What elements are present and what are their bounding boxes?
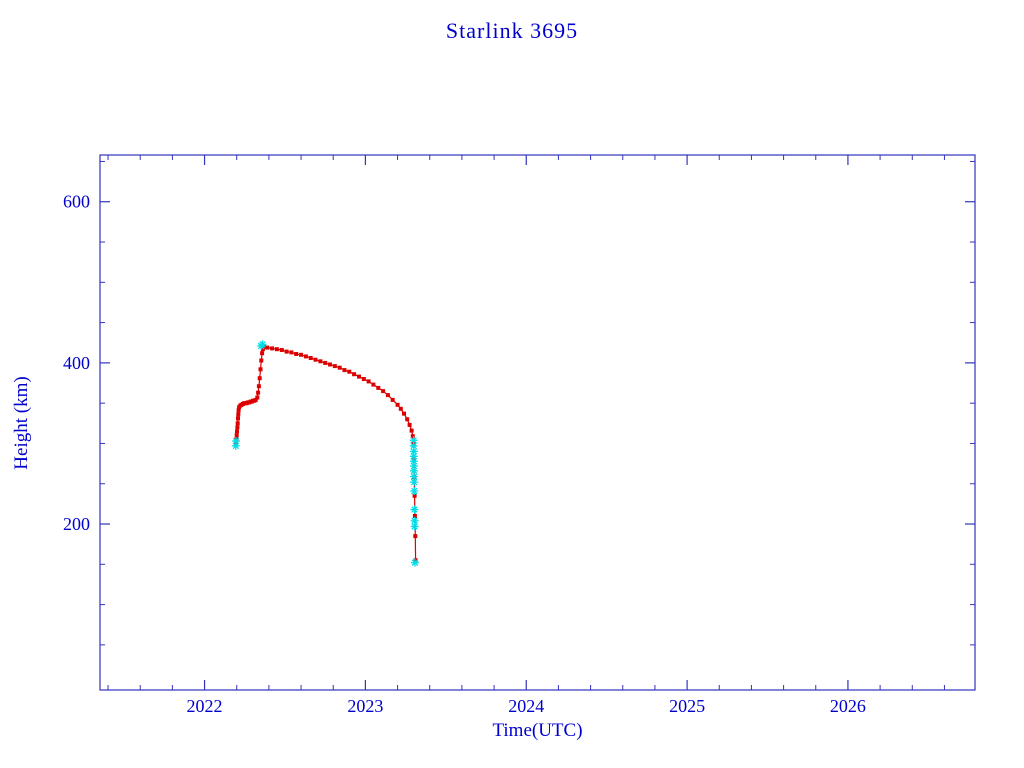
data-point-height-history-red <box>395 402 400 407</box>
data-point-height-history-red <box>236 416 240 421</box>
data-point-height-history-red <box>284 349 289 354</box>
data-point-height-history-red <box>332 364 337 369</box>
data-point-height-history-red <box>308 356 313 360</box>
data-point-height-history-red <box>337 365 342 370</box>
data-point-height-history-red <box>289 350 294 355</box>
data-point-height-history-red <box>342 368 347 373</box>
series-line-height-history-red <box>235 346 417 561</box>
data-point-height-history-red <box>235 421 240 426</box>
data-point-height-history-red <box>352 372 357 377</box>
data-marker-tle-events-cyan <box>232 437 241 446</box>
data-point-height-history-red <box>259 358 264 363</box>
y-tick-label: 400 <box>63 353 90 373</box>
data-point-height-history-red <box>347 369 352 374</box>
data-point-height-history-red <box>313 357 318 362</box>
data-marker-tle-events-cyan <box>409 457 418 466</box>
data-point-height-history-red <box>407 422 412 427</box>
data-point-height-history-red <box>265 345 270 350</box>
x-tick-label: 2026 <box>830 696 866 716</box>
data-point-height-history-red <box>405 417 410 422</box>
data-point-height-history-red <box>279 348 284 352</box>
data-point-height-history-red <box>234 433 239 438</box>
data-point-height-history-red <box>385 393 390 398</box>
data-point-height-history-red <box>253 397 258 402</box>
data-point-height-history-red <box>361 377 366 381</box>
data-point-height-history-red <box>357 374 361 379</box>
data-point-height-history-red <box>303 354 308 359</box>
data-point-height-history-red <box>258 367 263 372</box>
data-point-height-history-red <box>390 397 395 402</box>
data-point-height-history-red <box>366 379 371 384</box>
x-tick-label: 2024 <box>508 696 544 716</box>
x-tick-label: 2022 <box>187 696 223 716</box>
data-point-height-history-red <box>413 558 418 563</box>
data-marker-tle-events-cyan <box>409 436 418 445</box>
data-marker-tle-events-cyan <box>410 522 419 531</box>
data-point-height-history-red <box>257 376 262 381</box>
data-point-height-history-red <box>410 434 415 439</box>
data-point-height-history-red <box>376 385 381 390</box>
data-point-height-history-red <box>236 408 241 413</box>
data-point-height-history-red <box>323 360 328 365</box>
x-tick-label: 2025 <box>669 696 705 716</box>
data-marker-tle-events-cyan <box>410 505 419 514</box>
data-point-height-history-red <box>299 352 304 357</box>
data-marker-tle-events-cyan <box>409 466 418 475</box>
data-point-height-history-red <box>260 347 265 352</box>
data-point-height-history-red <box>328 362 332 367</box>
chart-title: Starlink 3695 <box>445 18 579 43</box>
data-point-height-history-red <box>261 344 266 349</box>
data-point-height-history-red <box>318 359 323 364</box>
data-marker-tle-events-cyan <box>410 478 419 487</box>
data-point-height-history-red <box>412 514 417 518</box>
data-point-height-history-red <box>294 352 299 356</box>
x-tick-label: 2023 <box>347 696 383 716</box>
data-point-height-history-red <box>402 411 406 416</box>
data-marker-tle-events-cyan <box>410 558 419 567</box>
data-point-height-history-red <box>256 390 261 395</box>
data-point-height-history-red <box>409 428 414 433</box>
y-tick-label: 600 <box>63 192 90 212</box>
x-axis-label: Time(UTC) <box>492 720 583 741</box>
data-point-height-history-red <box>270 346 275 351</box>
data-point-height-history-red <box>412 493 417 498</box>
data-point-height-history-red <box>371 382 376 387</box>
data-point-height-history-red <box>235 425 240 430</box>
data-point-height-history-red <box>256 384 261 389</box>
data-point-height-history-red <box>255 395 260 400</box>
data-point-height-history-red <box>398 406 403 411</box>
data-marker-tle-events-cyan <box>258 340 267 349</box>
data-marker-tle-events-cyan <box>409 462 418 471</box>
y-tick-label: 200 <box>63 514 90 534</box>
data-marker-tle-events-cyan <box>410 486 419 495</box>
data-point-height-history-red <box>274 347 279 352</box>
axes-frame <box>99 154 976 691</box>
data-point-height-history-red <box>413 534 418 539</box>
data-point-height-history-red <box>260 351 265 356</box>
data-point-height-history-red <box>236 412 241 417</box>
data-point-height-history-red <box>235 429 239 434</box>
data-point-height-history-red <box>381 389 386 394</box>
